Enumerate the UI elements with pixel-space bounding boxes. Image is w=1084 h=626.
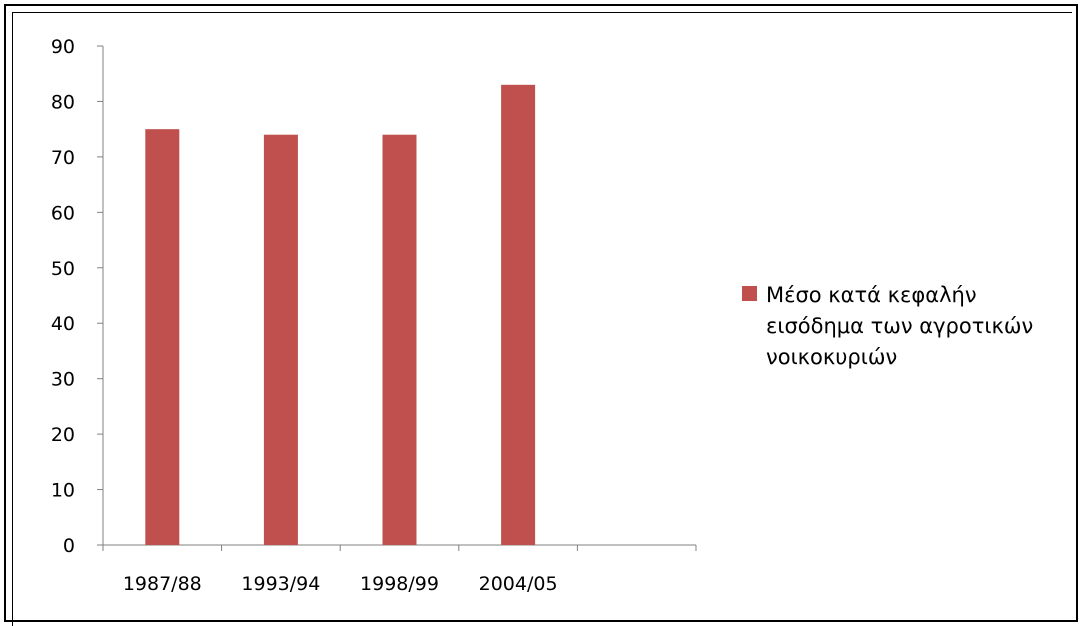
y-tick-label: 0 xyxy=(63,535,75,557)
chart-inner-border xyxy=(12,12,1072,626)
chart-frame xyxy=(4,4,1078,622)
x-category-label: 1987/88 xyxy=(123,573,202,595)
bar-1987-88 xyxy=(145,129,180,545)
legend-label: Μέσο κατά κεφαλήν εισόδημα των αγροτικών… xyxy=(766,283,1034,369)
y-tick-label: 80 xyxy=(51,91,75,113)
bar-1993-94 xyxy=(263,134,298,545)
y-tick-label: 40 xyxy=(51,313,75,335)
y-tick-label: 60 xyxy=(51,202,75,224)
y-tick-label: 10 xyxy=(51,480,75,502)
x-category-label: 1998/99 xyxy=(360,573,439,595)
bar-1998-99 xyxy=(382,134,417,545)
bar-chart: 0 10 20 30 40 50 60 70 80 90 1987/88 1993/94 1998/99… xyxy=(51,36,697,595)
x-category-label: 1993/94 xyxy=(241,573,320,595)
y-tick-label: 70 xyxy=(51,147,75,169)
legend-swatch xyxy=(742,286,757,301)
y-tick-label: 50 xyxy=(51,258,75,280)
y-tick-label: 20 xyxy=(51,424,75,446)
y-tick-label: 90 xyxy=(51,36,75,58)
y-tick-label: 30 xyxy=(51,369,75,391)
bar-2004-05 xyxy=(501,84,536,546)
x-category-label: 2004/05 xyxy=(479,573,558,595)
